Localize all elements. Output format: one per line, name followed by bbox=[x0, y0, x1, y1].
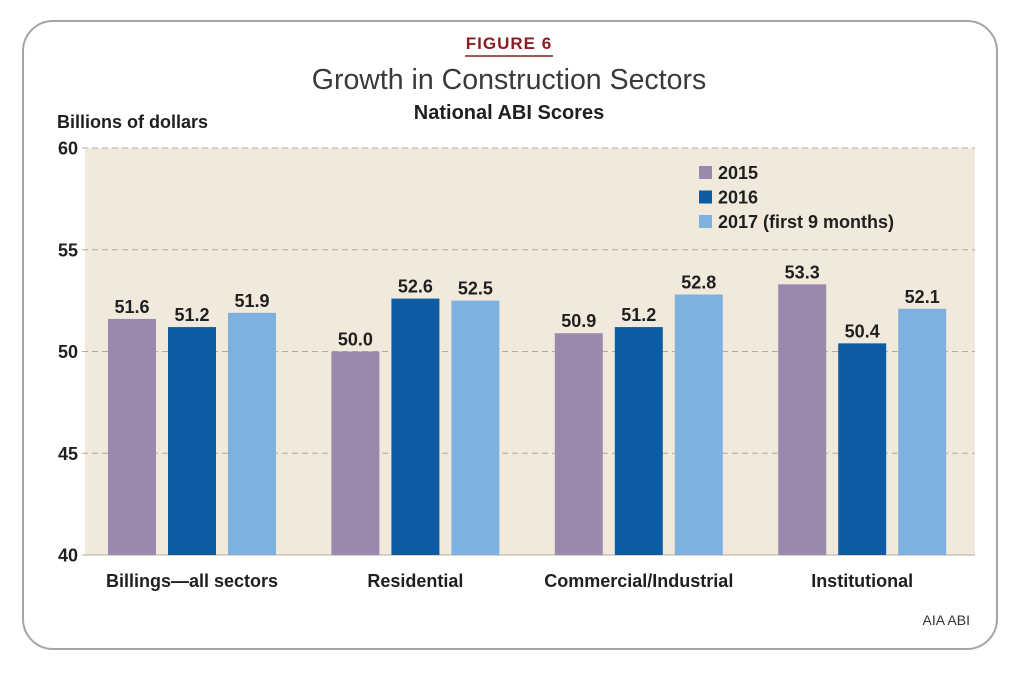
legend-swatch-2015 bbox=[699, 166, 712, 179]
x-tick-label-residential: Residential bbox=[367, 571, 463, 591]
x-tick-label-commercial-industrial: Commercial/Industrial bbox=[544, 571, 733, 591]
legend-label-2015: 2015 bbox=[718, 163, 758, 183]
data-label-2016-institutional: 50.4 bbox=[845, 321, 880, 341]
bar-2015-billings-all-sectors bbox=[108, 318, 156, 555]
bar-2015-residential bbox=[331, 351, 380, 555]
figure-label: FIGURE 6 bbox=[466, 34, 552, 53]
data-label-2017-first-9-months-institutional: 52.1 bbox=[905, 287, 940, 307]
data-label-2015-residential: 50.0 bbox=[338, 330, 373, 350]
x-tick-label-billings-all-sectors: Billings—all sectors bbox=[106, 571, 278, 591]
bar-2015-commercial-industrial bbox=[554, 333, 603, 555]
bar-2015-institutional bbox=[778, 284, 827, 555]
data-label-2016-billings-all-sectors: 51.2 bbox=[174, 305, 209, 325]
x-tick-label-institutional: Institutional bbox=[811, 571, 913, 591]
data-label-2017-first-9-months-billings-all-sectors: 51.9 bbox=[234, 291, 269, 311]
chart-title: Growth in Construction Sectors bbox=[312, 64, 706, 96]
data-label-2016-commercial-industrial: 51.2 bbox=[621, 305, 656, 325]
data-label-2015-billings-all-sectors: 51.6 bbox=[114, 297, 149, 317]
data-label-2015-commercial-industrial: 50.9 bbox=[561, 311, 596, 331]
source-note: AIA ABI bbox=[923, 612, 970, 628]
legend-swatch-2016 bbox=[699, 190, 712, 204]
bar-2016-residential bbox=[391, 298, 440, 555]
x-axis-labels: Billings—all sectors Residential Commercia… bbox=[106, 571, 913, 591]
y-axis-label: Billions of dollars bbox=[57, 112, 208, 132]
legend-label-2016: 2016 bbox=[718, 188, 758, 208]
data-label-2015-institutional: 53.3 bbox=[785, 262, 820, 282]
bar-groups bbox=[108, 284, 947, 555]
data-label-2016-residential: 52.6 bbox=[398, 277, 433, 297]
y-tick-label: 60 bbox=[58, 139, 78, 159]
y-tick-label: 40 bbox=[58, 546, 78, 566]
data-labels: 51.6 51.2 51.9 50.0 52.6 52.5 50.9 51.2 52.8 53.3… bbox=[114, 262, 939, 349]
bar-2016-commercial-industrial bbox=[614, 327, 663, 555]
bar-2017-first-9-months-residential bbox=[451, 300, 500, 555]
bar-2017-first-9-months-institutional bbox=[898, 308, 947, 555]
y-axis-ticks: 40 45 50 55 60 bbox=[58, 139, 78, 566]
bar-2017-first-9-months-billings-all-sectors bbox=[228, 312, 276, 555]
data-label-2017-first-9-months-commercial-industrial: 52.8 bbox=[681, 273, 716, 293]
y-tick-label: 45 bbox=[58, 444, 78, 464]
bar-2016-billings-all-sectors bbox=[168, 327, 216, 555]
chart-subtitle: National ABI Scores bbox=[414, 102, 604, 124]
data-label-2017-first-9-months-residential: 52.5 bbox=[458, 279, 493, 299]
bar-2016-institutional bbox=[838, 343, 887, 555]
y-tick-label: 50 bbox=[58, 342, 78, 362]
legend: 2015 2016 2017 (first 9 months) bbox=[699, 163, 894, 232]
y-tick-label: 55 bbox=[58, 240, 78, 260]
bar-2017-first-9-months-commercial-industrial bbox=[674, 294, 723, 555]
legend-swatch-2017-first-9-months bbox=[699, 215, 712, 228]
legend-label-2017-first-9-months: 2017 (first 9 months) bbox=[718, 212, 894, 232]
